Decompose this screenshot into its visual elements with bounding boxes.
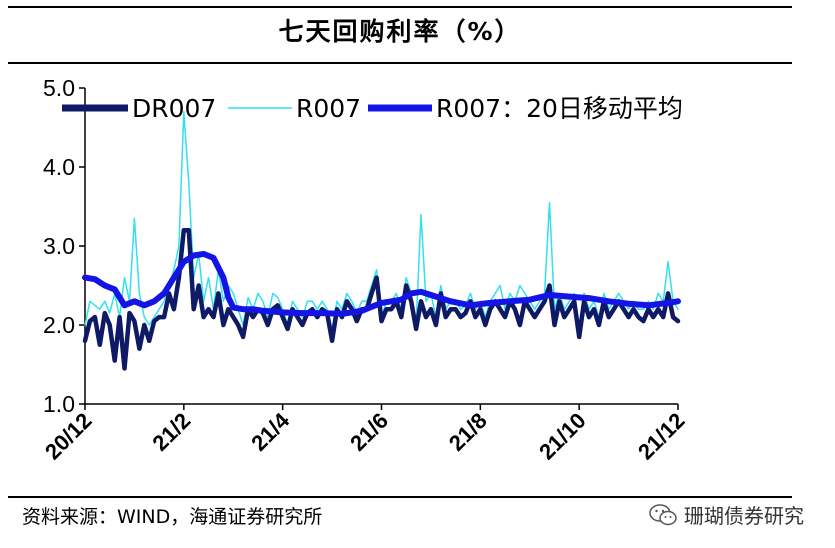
legend: DR007 R007 R007：20日移动平均 xyxy=(62,94,683,123)
chart-title: 七天回购利率（%） xyxy=(278,17,522,46)
series-layer xyxy=(82,110,681,371)
y-tick-label: 5.0 xyxy=(43,75,75,101)
x-tick-label: 21/4 xyxy=(246,407,294,455)
y-tick-label: 3.0 xyxy=(43,233,75,259)
wechat-icon xyxy=(649,503,677,525)
watermark: 珊瑚债券研究 xyxy=(648,500,804,529)
legend-label-dr007: DR007 xyxy=(132,94,216,123)
legend-label-ma20: R007：20日移动平均 xyxy=(436,94,683,123)
y-tick-label: 1.0 xyxy=(43,391,75,417)
x-axis-ticks: 20/12 21/2 21/4 21/6 21/8 21/10 21/12 xyxy=(40,404,690,464)
footer-rule xyxy=(8,496,792,498)
y-axis-ticks: 1.0 2.0 3.0 4.0 5.0 xyxy=(43,75,85,417)
y-tick-label: 4.0 xyxy=(43,154,75,180)
title-top-rule xyxy=(8,6,792,8)
watermark-text: 珊瑚债券研究 xyxy=(684,504,804,528)
series-line-ma20 xyxy=(82,250,681,317)
source-note: 资料来源：WIND，海通证券研究所 xyxy=(22,506,323,528)
series-line-dr007 xyxy=(82,227,681,371)
x-tick-label: 21/6 xyxy=(345,408,393,456)
title-bottom-rule xyxy=(8,62,792,64)
x-tick-label: 21/10 xyxy=(534,408,591,465)
x-tick-label: 21/12 xyxy=(633,408,690,465)
x-tick-label: 21/2 xyxy=(147,408,195,456)
legend-label-r007: R007 xyxy=(296,94,361,123)
y-tick-label: 2.0 xyxy=(43,312,75,338)
x-tick-label: 21/8 xyxy=(444,408,492,456)
